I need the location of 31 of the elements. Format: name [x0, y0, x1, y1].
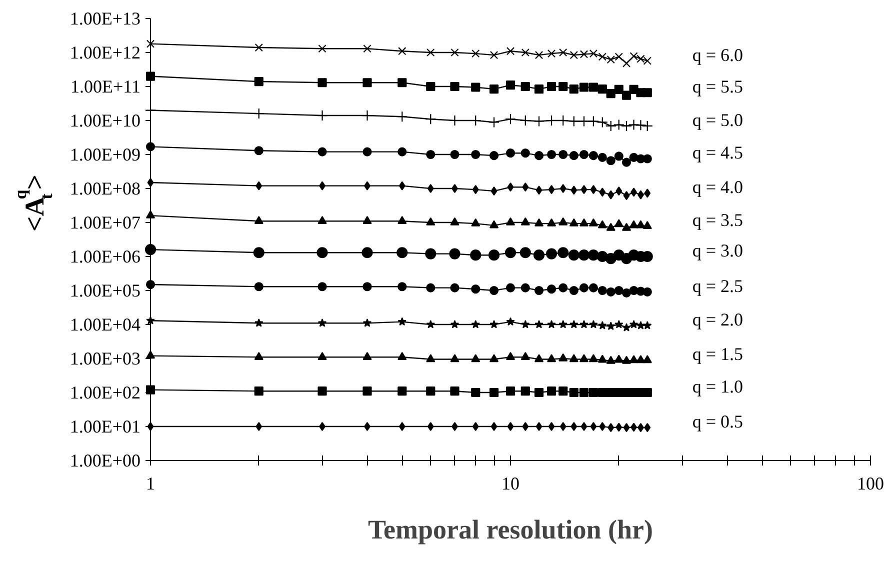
text: q = 0.5 [692, 412, 744, 432]
text: q = 3.5 [692, 210, 744, 230]
text: q = 6.0 [692, 44, 744, 65]
y-tick-label: 1.00E+02 [70, 382, 141, 402]
y-tick-label: 1.00E+13 [70, 8, 141, 28]
y-axis-title: <Atq> [11, 174, 56, 232]
text: q = 4.0 [692, 177, 744, 198]
x-tick-label: 10 [502, 474, 520, 494]
text: q = 3.0 [692, 240, 744, 260]
y-tick-label: 1.00E+06 [70, 246, 141, 266]
y-tick-label: 1.00E+08 [70, 178, 141, 198]
y-tick-label: 1.00E+04 [70, 314, 141, 334]
y-tick-label: 1.00E+05 [70, 280, 141, 300]
y-tick-label: 1.00E+01 [70, 416, 141, 436]
y-tick-label: 1.00E+11 [70, 76, 141, 96]
y-tick-label: 1.00E+03 [70, 348, 141, 368]
y-tick-label: 1.00E+10 [70, 110, 141, 130]
text: q = 2.0 [692, 310, 744, 330]
y-tick-label: 1.00E+00 [70, 450, 141, 470]
y-tick-label: 1.00E+09 [70, 144, 141, 164]
y-tick-label: 1.00E+07 [70, 212, 141, 232]
text: q = 2.5 [692, 276, 744, 296]
text: q = 5.0 [692, 110, 744, 130]
text: q = 4.5 [692, 142, 744, 163]
text: q = 1.0 [692, 376, 744, 396]
x-tick-label: 1 [146, 474, 155, 494]
x-tick-label: 100 [857, 474, 884, 494]
x-axis-title: Temporal resolution (hr) [368, 514, 654, 544]
text: q = 5.5 [692, 76, 744, 97]
text: q = 1.5 [692, 344, 744, 364]
y-tick-label: 1.00E+12 [70, 42, 141, 62]
